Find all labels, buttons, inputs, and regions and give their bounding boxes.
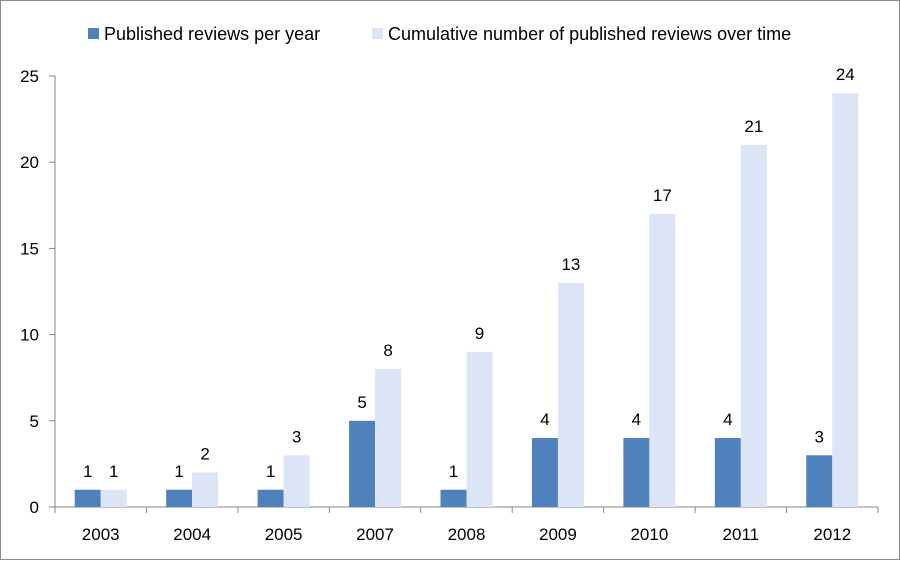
y-tick-label: 25: [20, 67, 39, 86]
data-label-cumulative-2004: 2: [200, 445, 209, 464]
data-label-cumulative-2003: 1: [109, 462, 118, 481]
y-tick-label: 5: [30, 412, 39, 431]
data-label-cumulative-2010: 17: [653, 186, 672, 205]
data-label-cumulative-2007: 8: [383, 341, 392, 360]
bar-cumulative-2008: [466, 351, 493, 507]
data-label-per-year-2009: 4: [540, 410, 549, 429]
y-axis: 0 5 10 15 20 25: [20, 67, 56, 517]
y-tick-label: 20: [20, 153, 39, 172]
x-tick-label: 2007: [356, 525, 394, 544]
bar-per-year-2007: [349, 420, 376, 507]
data-label-cumulative-2009: 13: [561, 255, 580, 274]
bar-cumulative-2010: [649, 213, 676, 508]
x-tick-label: 2011: [723, 525, 760, 544]
data-label-per-year-2012: 3: [815, 427, 824, 446]
x-tick-label: 2010: [630, 525, 668, 544]
bar-per-year-2010: [623, 438, 650, 507]
bar-per-year-2009: [531, 438, 558, 507]
y-tick-label: 0: [30, 498, 39, 517]
bar-per-year-2012: [806, 455, 833, 507]
bars: [74, 93, 859, 508]
data-label-cumulative-2005: 3: [292, 427, 301, 446]
y-tick-label: 10: [20, 326, 39, 345]
data-label-cumulative-2011: 21: [744, 117, 763, 136]
bar-cumulative-2009: [557, 282, 584, 507]
x-tick-label: 2003: [82, 525, 120, 544]
bar-cumulative-2007: [375, 369, 402, 507]
legend-label-1: Published reviews per year: [104, 24, 320, 44]
bar-per-year-2005: [257, 489, 284, 507]
x-tick-label: 2012: [813, 525, 851, 544]
bar-cumulative-2004: [192, 472, 219, 507]
bar-per-year-2003: [74, 489, 101, 507]
data-label-per-year-2004: 1: [174, 462, 183, 481]
data-label-cumulative-2012: 24: [836, 65, 855, 84]
data-label-per-year-2011: 4: [723, 410, 732, 429]
x-tick-label: 2009: [539, 525, 577, 544]
data-label-per-year-2007: 5: [357, 393, 366, 412]
data-label-per-year-2008: 1: [449, 462, 458, 481]
bar-cumulative-2011: [740, 144, 767, 507]
bar-cumulative-2012: [832, 93, 859, 508]
data-label-per-year-2005: 1: [266, 462, 275, 481]
y-tick-label: 15: [20, 239, 39, 258]
bar-per-year-2004: [166, 489, 193, 507]
x-axis: 2003 2004 2005 2007 2008 2009 2010 2011 2012: [54, 506, 879, 544]
data-label-per-year-2003: 1: [83, 462, 92, 481]
x-tick-label: 2005: [265, 525, 303, 544]
legend-swatch-2: [372, 28, 383, 39]
x-tick-label: 2008: [448, 525, 486, 544]
bar-cumulative-2005: [283, 455, 310, 507]
legend-swatch-1: [88, 28, 99, 39]
bar-per-year-2011: [714, 438, 741, 507]
legend: Published reviews per year Cumulative num…: [88, 24, 791, 44]
bar-cumulative-2003: [100, 489, 127, 507]
bar-per-year-2008: [440, 489, 467, 507]
data-label-per-year-2010: 4: [632, 410, 641, 429]
legend-label-2: Cumulative number of published reviews o…: [388, 24, 791, 44]
x-tick-label: 2004: [173, 525, 211, 544]
data-label-cumulative-2008: 9: [475, 324, 484, 343]
